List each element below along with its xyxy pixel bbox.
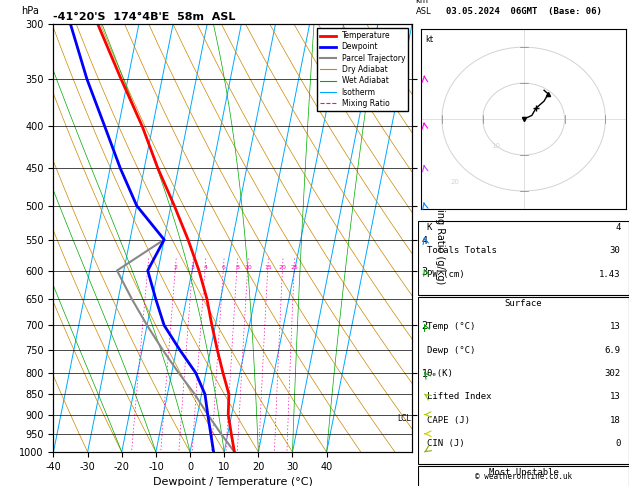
Text: 15: 15 bbox=[264, 264, 272, 270]
Text: 6: 6 bbox=[222, 264, 226, 270]
Text: 25: 25 bbox=[291, 264, 298, 270]
Text: 10: 10 bbox=[491, 143, 500, 149]
X-axis label: Dewpoint / Temperature (°C): Dewpoint / Temperature (°C) bbox=[153, 477, 313, 486]
Text: 10: 10 bbox=[244, 264, 252, 270]
Text: © weatheronline.co.uk: © weatheronline.co.uk bbox=[475, 472, 572, 481]
Text: CIN (J): CIN (J) bbox=[426, 439, 464, 448]
Text: 8: 8 bbox=[235, 264, 239, 270]
Y-axis label: Mixing Ratio (g/kg): Mixing Ratio (g/kg) bbox=[435, 192, 445, 284]
Text: K: K bbox=[426, 223, 432, 232]
Text: hPa: hPa bbox=[21, 6, 39, 16]
Text: km
ASL: km ASL bbox=[416, 0, 431, 16]
Bar bbox=[418, 297, 629, 464]
Text: 03.05.2024  06GMT  (Base: 06): 03.05.2024 06GMT (Base: 06) bbox=[446, 7, 601, 17]
Text: 6.9: 6.9 bbox=[604, 346, 621, 355]
Text: Most Unstable: Most Unstable bbox=[489, 468, 559, 477]
Text: Temp (°C): Temp (°C) bbox=[426, 322, 475, 331]
Text: LCL: LCL bbox=[398, 414, 411, 423]
Text: CAPE (J): CAPE (J) bbox=[426, 416, 470, 425]
Text: 302: 302 bbox=[604, 369, 621, 378]
Text: Surface: Surface bbox=[505, 299, 542, 308]
Bar bbox=[418, 466, 629, 486]
Text: 20: 20 bbox=[279, 264, 287, 270]
Text: 1.43: 1.43 bbox=[599, 270, 621, 279]
Text: 18: 18 bbox=[610, 416, 621, 425]
Text: PW (cm): PW (cm) bbox=[426, 270, 464, 279]
Text: kt: kt bbox=[426, 35, 433, 44]
Text: θₑ(K): θₑ(K) bbox=[426, 369, 454, 378]
Text: Lifted Index: Lifted Index bbox=[426, 392, 491, 401]
Text: Dewp (°C): Dewp (°C) bbox=[426, 346, 475, 355]
Text: 4: 4 bbox=[615, 223, 621, 232]
Text: 20: 20 bbox=[450, 179, 459, 185]
Text: 4: 4 bbox=[203, 264, 208, 270]
Text: 1: 1 bbox=[146, 264, 150, 270]
Text: Totals Totals: Totals Totals bbox=[426, 246, 496, 256]
Text: 0: 0 bbox=[615, 439, 621, 448]
Text: 13: 13 bbox=[610, 322, 621, 331]
Text: 3: 3 bbox=[191, 264, 195, 270]
Bar bbox=[418, 221, 629, 295]
Text: 2: 2 bbox=[174, 264, 178, 270]
Legend: Temperature, Dewpoint, Parcel Trajectory, Dry Adiabat, Wet Adiabat, Isotherm, Mi: Temperature, Dewpoint, Parcel Trajectory… bbox=[317, 28, 408, 111]
Text: -41°20'S  174°4B'E  58m  ASL: -41°20'S 174°4B'E 58m ASL bbox=[53, 12, 236, 22]
Text: 13: 13 bbox=[610, 392, 621, 401]
Text: 30: 30 bbox=[610, 246, 621, 256]
